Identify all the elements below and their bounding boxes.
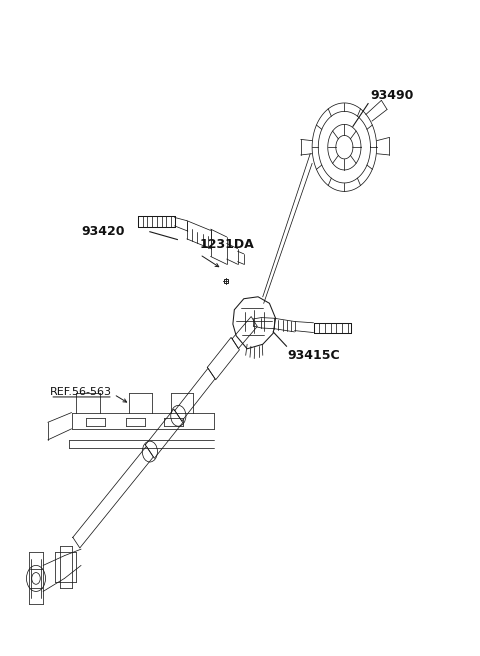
Text: 93490: 93490 <box>371 89 414 102</box>
Text: REF.56-563: REF.56-563 <box>50 387 112 397</box>
Text: 93420: 93420 <box>81 225 125 238</box>
Text: 93415C: 93415C <box>288 349 340 362</box>
Text: 1231DA: 1231DA <box>200 238 254 251</box>
